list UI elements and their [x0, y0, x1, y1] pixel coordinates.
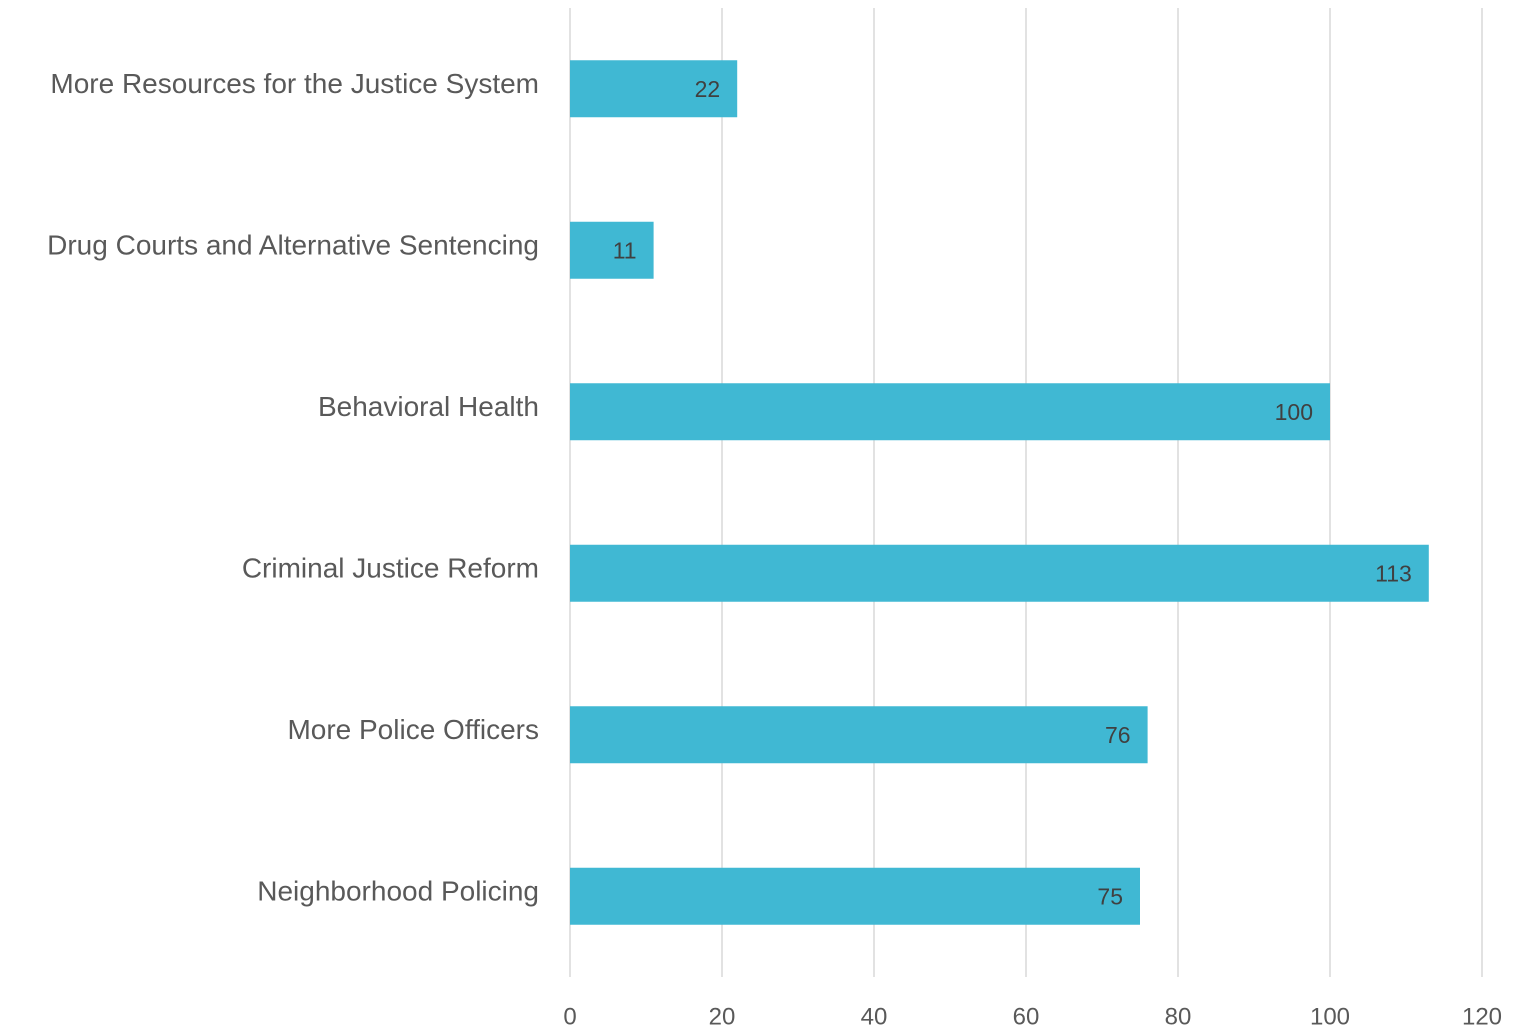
data-label: 76 [1105, 722, 1131, 748]
y-tick-label: More Resources for the Justice System [50, 68, 539, 99]
bar [570, 544, 1429, 602]
data-label: 113 [1375, 560, 1412, 586]
y-tick-label: Drug Courts and Alternative Sentencing [47, 230, 539, 261]
y-tick-label: Behavioral Health [318, 391, 539, 422]
y-tick-label: More Police Officers [287, 714, 539, 745]
bar [570, 383, 1330, 441]
bar [570, 221, 654, 279]
bar [570, 867, 1140, 925]
data-label: 100 [1275, 399, 1313, 425]
bar [570, 60, 738, 118]
x-tick-label: 0 [563, 1003, 576, 1030]
bar [570, 706, 1148, 764]
x-tick-label: 100 [1310, 1003, 1350, 1030]
data-label: 22 [695, 76, 721, 102]
x-tick-label: 80 [1165, 1003, 1192, 1030]
x-tick-label: 60 [1013, 1003, 1040, 1030]
x-tick-label: 20 [709, 1003, 736, 1030]
y-tick-label: Neighborhood Policing [257, 876, 539, 907]
data-label: 75 [1097, 883, 1123, 909]
data-label: 11 [613, 237, 637, 263]
x-tick-label: 40 [861, 1003, 888, 1030]
y-tick-label: Criminal Justice Reform [242, 553, 539, 584]
x-tick-label: 120 [1462, 1003, 1502, 1030]
